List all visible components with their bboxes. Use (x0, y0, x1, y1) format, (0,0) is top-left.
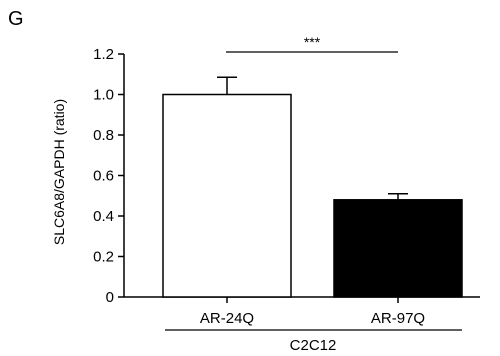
x-tick-label: AR-97Q (371, 310, 425, 327)
bars: AR-24Q AR-97Q (162, 76, 463, 327)
y-tick-label: 0.4 (93, 208, 114, 225)
y-tick-label: 1.0 (93, 87, 114, 104)
y-tick-label: 0 (106, 289, 114, 306)
annotations: *** C2C12 (165, 34, 462, 354)
y-tick-label: 1.2 (93, 46, 114, 63)
panel-label: G (8, 8, 24, 30)
y-tick-label: 0.8 (93, 127, 114, 144)
bar (333, 199, 463, 298)
y-tick-label: 0.2 (93, 249, 114, 266)
y-tick-label: 0.6 (93, 168, 114, 185)
bar (162, 93, 292, 298)
y-axis-label: SLC6A8/GAPDH (ratio) (51, 99, 67, 245)
x-tick-label: AR-24Q (200, 310, 254, 327)
group-label: C2C12 (290, 337, 337, 354)
significance-label: *** (304, 34, 321, 50)
